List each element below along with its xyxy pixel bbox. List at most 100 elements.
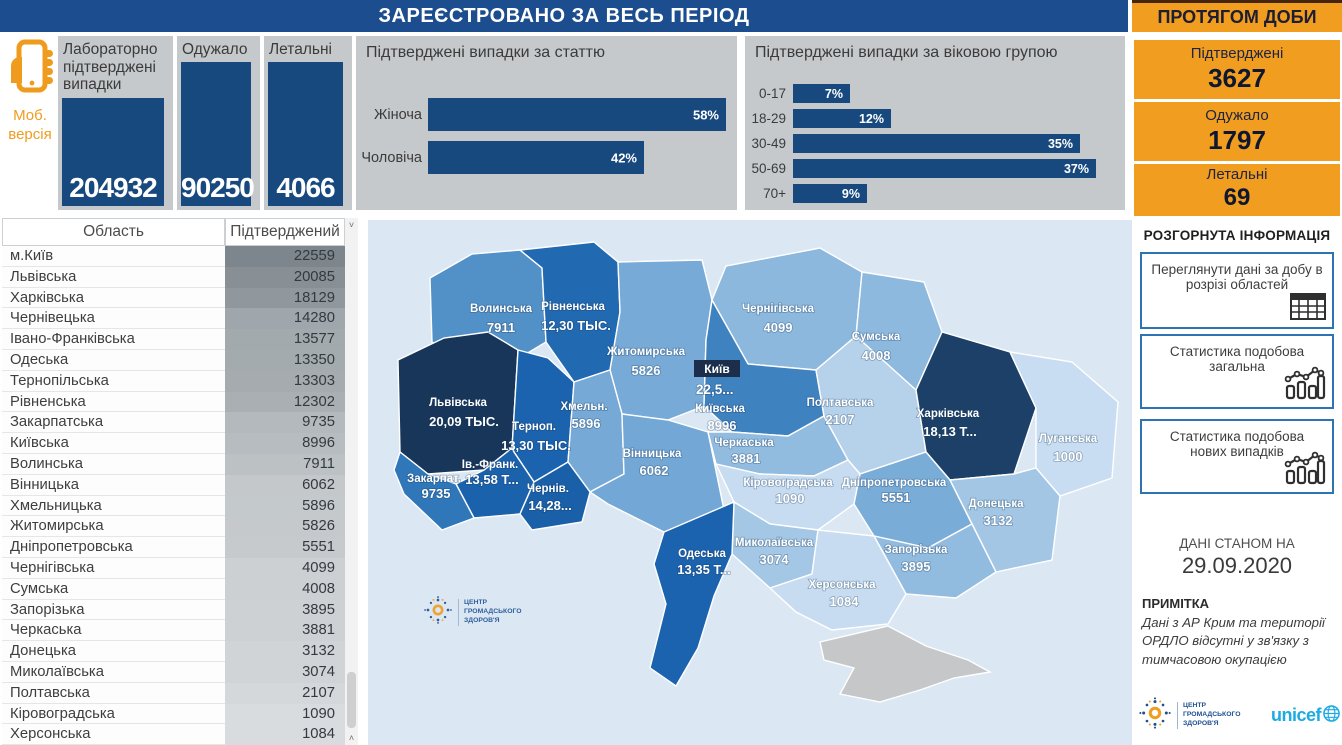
globe-icon: [1323, 704, 1340, 727]
table-cell-region: Київська: [2, 433, 225, 454]
table-row[interactable]: Харківська 18129: [2, 287, 358, 309]
table-row[interactable]: Полтавська 2107: [2, 682, 358, 704]
ukraine-choropleth-map[interactable]: Волинська 7911 Рівненська 12,30 ТЫС. Житомир…: [368, 220, 1133, 745]
table-cell-confirmed: 6062: [225, 474, 345, 496]
scroll-up-icon[interactable]: ˅: [348, 220, 355, 230]
table-cell-region: Чернівецька: [2, 308, 225, 330]
map-kyiv-callout[interactable]: [694, 360, 740, 377]
map-region-name: Ів.-Франк.: [462, 459, 518, 471]
phc-logo-icon: [423, 595, 453, 630]
scroll-down-icon[interactable]: ˄: [348, 733, 355, 743]
age-bar-3[interactable]: 37%: [793, 159, 1096, 178]
gender-chart-panel: Підтверджені випадки за статтю Жіноча 58%…: [356, 36, 737, 210]
table-row[interactable]: Львівська 20085: [2, 266, 358, 288]
age-bar-4[interactable]: 9%: [793, 184, 867, 203]
table-cell-confirmed: 3132: [225, 641, 345, 662]
chart-icon: [1284, 451, 1326, 488]
table-row[interactable]: Житомирська 5826: [2, 516, 358, 538]
age-bar-0[interactable]: 7%: [793, 84, 850, 103]
table-cell-region: Житомирська: [2, 516, 225, 538]
table-row[interactable]: Чернівецька 14280: [2, 308, 358, 330]
table-scrollbar[interactable]: ˅ ˄: [345, 218, 358, 745]
mobile-version-link[interactable]: Моб. версія: [4, 38, 56, 168]
table-row[interactable]: Волинська 7911: [2, 453, 358, 475]
table-row[interactable]: Дніпропетровська 5551: [2, 537, 358, 558]
map-region[interactable]: [1008, 351, 1119, 497]
age-bar-row: 70+ 9%: [745, 184, 1125, 203]
scrollbar-thumb[interactable]: [347, 672, 356, 728]
table-cell-confirmed: 2107: [225, 682, 345, 704]
map-region-value: 20,09 ТЫС.: [429, 414, 499, 429]
table-cell-confirmed: 18129: [225, 287, 345, 309]
age-bar-2[interactable]: 35%: [793, 134, 1080, 153]
map-region-value: 6062: [640, 463, 669, 478]
table-row[interactable]: Івано-Франківська 13577: [2, 329, 358, 350]
map-region[interactable]: [768, 529, 907, 631]
table-cell-region: Сумська: [2, 578, 225, 600]
table-row[interactable]: Рівненська 12302: [2, 391, 358, 413]
table-row[interactable]: Херсонська 1084: [2, 724, 358, 745]
age-bar-1[interactable]: 12%: [793, 109, 891, 128]
map-region-name: Хмельн.: [560, 401, 607, 413]
map-region[interactable]: [519, 461, 591, 531]
table-row[interactable]: Чернігівська 4099: [2, 557, 358, 579]
table-row[interactable]: Хмельницька 5896: [2, 495, 358, 517]
table-row[interactable]: Закарпатська 9735: [2, 412, 358, 434]
map-kyiv-name: Київ: [704, 362, 729, 376]
unicef-logo: unicef: [1271, 704, 1340, 727]
age-bar-row: 0-17 7%: [745, 84, 1125, 103]
table-cell-confirmed: 12302: [225, 391, 345, 413]
table-row[interactable]: Сумська 4008: [2, 578, 358, 600]
table-cell-confirmed: 14280: [225, 308, 345, 330]
table-cell-region: Івано-Франківська: [2, 329, 225, 350]
gender-bar-1[interactable]: 42%: [428, 141, 644, 174]
table-cell-region: Одеська: [2, 349, 225, 371]
map-region-value: 8996: [708, 418, 737, 433]
table-row[interactable]: Київська 8996: [2, 433, 358, 454]
table-row[interactable]: м.Київ 22559: [2, 246, 358, 267]
map-region[interactable]: [455, 446, 535, 519]
table-row[interactable]: Кіровоградська 1090: [2, 703, 358, 725]
table-cell-confirmed: 7911: [225, 453, 345, 475]
table-cell-region: Рівненська: [2, 391, 225, 413]
map-region-value: 3881: [732, 451, 761, 466]
sidebar: Підтверджені 3627 Одужало 1797 Летальні …: [1132, 36, 1342, 745]
phc-logo-text: ЦЕНТР ГРОМАДСЬКОГО ЗДОРОВ'Я: [1177, 702, 1241, 729]
table-cell-region: Львівська: [2, 266, 225, 288]
gender-bar-label: Чоловіча: [361, 149, 422, 166]
table-row[interactable]: Черкаська 3881: [2, 620, 358, 642]
map-region[interactable]: [649, 500, 735, 688]
map-region-value: 14,28...: [528, 498, 571, 513]
map-region-name: Одеська: [678, 548, 726, 560]
table-row[interactable]: Миколаївська 3074: [2, 661, 358, 683]
column-header-confirmed[interactable]: Підтверджений: [225, 218, 345, 246]
map-region[interactable]: [393, 450, 475, 531]
map-region[interactable]: [609, 259, 713, 421]
table-row[interactable]: Одеська 13350: [2, 349, 358, 371]
map-region-value: 5826: [632, 363, 661, 378]
table-cell-confirmed: 1084: [225, 724, 345, 745]
column-header-oblast[interactable]: Область: [2, 218, 225, 246]
table-cell-confirmed: 8996: [225, 433, 345, 454]
map-region-name: Рівненська: [541, 301, 605, 313]
table-cell-confirmed: 3881: [225, 620, 345, 642]
button-hourly-stats-total[interactable]: Статистика подобова загальна: [1140, 334, 1334, 409]
button-daily-by-region[interactable]: Переглянути дані за добу в розрізі облас…: [1140, 252, 1334, 329]
table-row[interactable]: Донецька 3132: [2, 641, 358, 662]
region-table-header: Область Підтверджений: [2, 218, 358, 246]
map-region-name: Харківська: [917, 408, 980, 420]
kpi-confirmed-value: 204932: [69, 172, 157, 203]
table-row[interactable]: Тернопільська 13303: [2, 370, 358, 392]
age-bar-value: 9%: [841, 186, 860, 201]
age-chart-panel: Підтверджені випадки за віковою групою 0…: [745, 36, 1125, 210]
table-row[interactable]: Запорізька 3895: [2, 599, 358, 621]
map-kyiv-value: 22,5...: [696, 382, 734, 397]
gender-bar-0[interactable]: 58%: [428, 98, 726, 131]
age-bar-value: 37%: [1063, 161, 1089, 176]
button-hourly-stats-new[interactable]: Статистика подобова нових випадків: [1140, 419, 1334, 494]
table-cell-region: Тернопільська: [2, 370, 225, 392]
table-row[interactable]: Вінницька 6062: [2, 474, 358, 496]
map-region-value: 7911: [487, 320, 515, 335]
gender-bars: Жіноча 58% Чоловіча 42%: [356, 98, 737, 184]
data-as-of-date: 29.09.2020: [1181, 553, 1293, 578]
